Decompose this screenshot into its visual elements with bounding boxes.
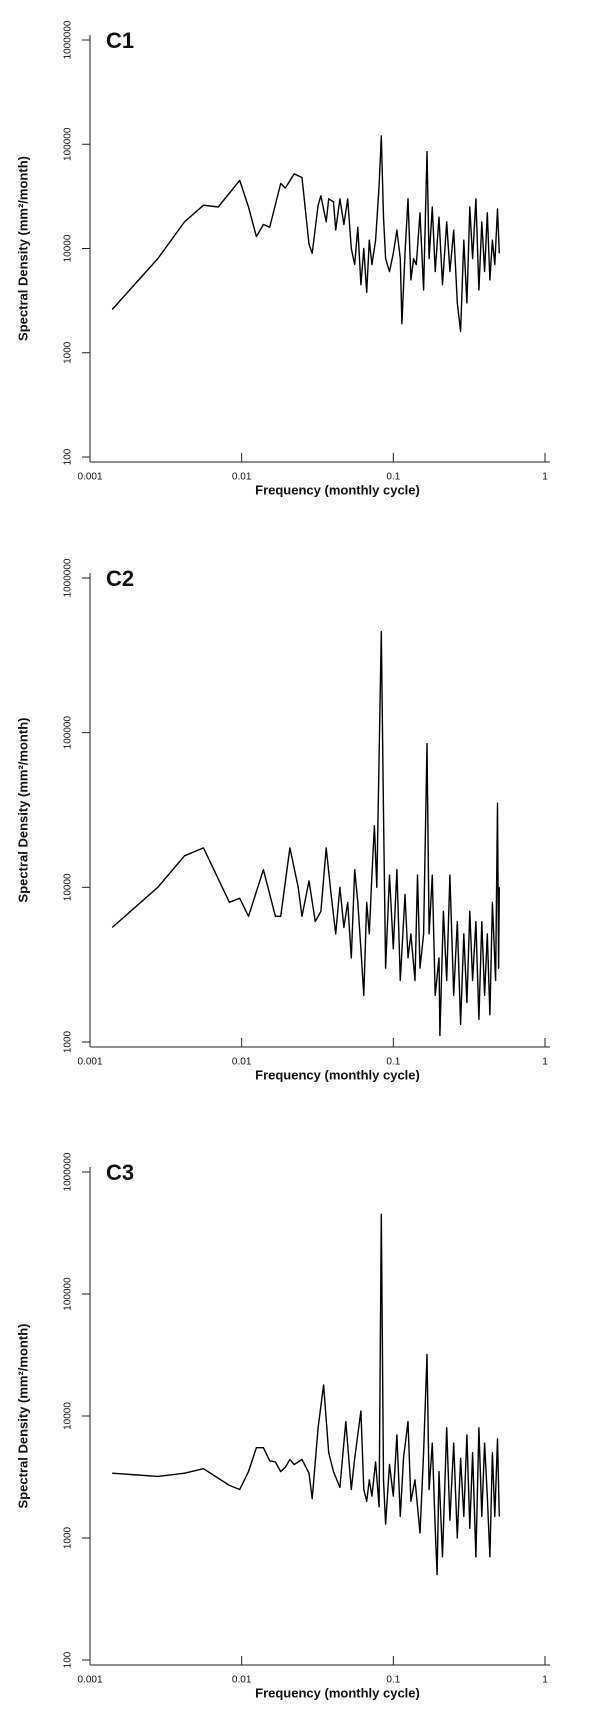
x-tick-label: 0.1: [386, 472, 400, 483]
y-tick-label: 100: [63, 448, 74, 465]
y-tick-label: 1000000: [63, 1152, 74, 1191]
y-tick-label: 1000: [63, 1526, 74, 1549]
x-tick-label: 0.01: [232, 1057, 252, 1068]
x-axis-label: Frequency (monthly cycle): [255, 1685, 420, 1700]
y-tick-label: 10000: [63, 1402, 74, 1430]
panel-title: C3: [106, 1160, 134, 1185]
panel-title: C1: [106, 28, 134, 53]
y-tick-label: 1000000: [63, 558, 74, 597]
y-tick-label: 10000: [63, 234, 74, 262]
y-axis-label: Spectral Density (mm²/month): [15, 156, 30, 341]
x-tick-label: 1: [542, 1675, 548, 1686]
y-tick-label: 1000: [63, 1030, 74, 1053]
y-tick-label: 10000: [63, 873, 74, 901]
x-tick-label: 1: [542, 1057, 548, 1068]
x-axis-label: Frequency (monthly cycle): [255, 1067, 420, 1082]
y-tick-label: 1000000: [63, 20, 74, 59]
x-tick-label: 1: [542, 472, 548, 483]
y-tick-label: 100000: [63, 716, 74, 750]
x-axis-label: Frequency (monthly cycle): [255, 482, 420, 497]
y-tick-label: 1000: [63, 341, 74, 364]
x-tick-label: 0.01: [232, 472, 252, 483]
x-tick-label: 0.01: [232, 1675, 252, 1686]
x-tick-label: 0.001: [77, 1057, 102, 1068]
y-axis-label: Spectral Density (mm²/month): [15, 718, 30, 903]
panel-title: C2: [106, 566, 134, 591]
x-tick-label: 0.001: [77, 1675, 102, 1686]
y-tick-label: 100: [63, 1651, 74, 1668]
x-tick-label: 0.1: [386, 1057, 400, 1068]
spectrum-line: [111, 135, 500, 333]
y-tick-label: 100000: [63, 127, 74, 161]
spectrum-line: [112, 1213, 500, 1576]
x-tick-label: 0.001: [77, 472, 102, 483]
spectrum-line: [111, 630, 500, 1037]
x-tick-label: 0.1: [386, 1675, 400, 1686]
y-tick-label: 100000: [63, 1277, 74, 1311]
y-axis-label: Spectral Density (mm²/month): [15, 1324, 30, 1509]
